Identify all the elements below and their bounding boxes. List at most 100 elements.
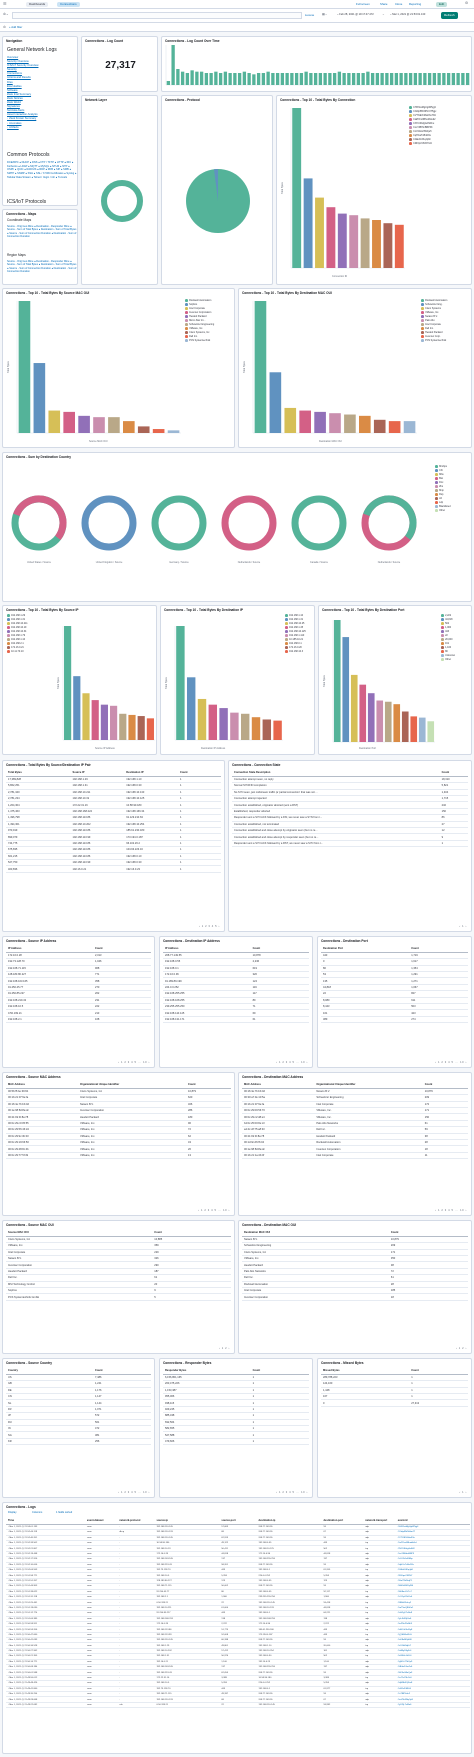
column-header[interactable]: Destination MAC OUI (242, 1230, 389, 1237)
chart-bar[interactable] (197, 698, 207, 740)
chart-bar[interactable] (356, 73, 361, 85)
legend-item[interactable]: CiaPOm0BhndbGdi2 (409, 118, 436, 122)
gear-icon[interactable]: ⚙ (465, 1, 469, 5)
column-header[interactable]: network.transport (363, 1518, 396, 1525)
chart-bar[interactable] (230, 712, 239, 740)
legend-item[interactable]: Blacklisted (435, 505, 451, 509)
chart-bar[interactable] (180, 71, 185, 85)
chart-bar[interactable] (326, 207, 336, 268)
chart-bar[interactable] (64, 626, 72, 740)
column-header[interactable]: source.ip (154, 1518, 220, 1525)
legend-item[interactable]: CNYURsfgGdhWnu (409, 122, 436, 126)
legend-item[interactable]: Blw (435, 477, 451, 481)
chart-bar[interactable] (385, 73, 389, 85)
column-header[interactable]: source.port (219, 1518, 257, 1525)
legend-item[interactable]: Ldp (435, 501, 451, 505)
chart-bar[interactable] (394, 73, 399, 85)
chart-bar[interactable] (93, 417, 105, 433)
legend-item[interactable]: Sophos (185, 303, 214, 307)
log-row[interactable]: › Mar 1, 2021 @ 21:49:22.082 conn ssh 0.50.… (6, 1702, 470, 1709)
chart-bar[interactable] (418, 73, 422, 85)
legend-item[interactable]: 192.168.1.10 (7, 638, 28, 642)
chart-bar[interactable] (427, 721, 435, 742)
legend-item[interactable]: Rockwell Automation (421, 299, 447, 303)
chart-bar[interactable] (110, 705, 118, 740)
chart-bar[interactable] (384, 701, 392, 742)
legend-item[interactable]: Chr (435, 469, 451, 473)
chart-bar[interactable] (294, 73, 299, 85)
legend-item[interactable]: CRtVpzC83NYd4 (409, 142, 436, 146)
legend-item[interactable]: Dell Inc. (185, 335, 214, 339)
nav-link[interactable]: Overview (7, 56, 19, 59)
chart-bar[interactable] (190, 70, 194, 85)
legend-item[interactable]: Intel Corporate (421, 323, 447, 327)
log-row[interactable]: › Mar 1, 2021 @ 21:50:08.184 conn -192.168… (6, 1664, 470, 1671)
legend-item[interactable]: Cisco Systems (421, 307, 447, 311)
log-row[interactable]: › Mar 1, 2021 @ 21:52:19.448 conn -172.16.… (6, 1551, 470, 1558)
legend-item[interactable]: 192.168.10.25 (285, 622, 306, 626)
column-header[interactable]: Country (6, 1368, 93, 1375)
chart-bar[interactable] (185, 73, 190, 85)
column-header[interactable]: IP Address (163, 946, 251, 953)
nav-link[interactable]: Executables (7, 84, 22, 88)
legend-item[interactable]: Intel Corporate (185, 307, 214, 311)
legend-item[interactable]: Netaco B.V. (421, 315, 447, 319)
nav-link[interactable]: Connections (7, 72, 22, 76)
column-header[interactable]: Count (93, 1368, 151, 1375)
chart-bar[interactable] (271, 73, 275, 85)
legend-item[interactable]: Inventec Corp. (421, 335, 447, 339)
chart-bar[interactable] (209, 73, 213, 85)
column-header[interactable]: Count (250, 946, 309, 953)
chart-bar[interactable] (404, 73, 408, 85)
log-row[interactable]: › Mar 1, 2021 @ 21:50:53.206 conn -192.168… (6, 1626, 470, 1633)
legend-item[interactable]: PCS Systemtechnik (421, 339, 447, 343)
coord-map-links[interactable]: Source - Orig Geo Mine ● Destination - R… (7, 225, 77, 239)
legend-item[interactable]: 192.168.1.29 (7, 614, 28, 618)
chart-bar[interactable] (280, 73, 285, 85)
legend-item[interactable]: Cisco Systems, Inc (185, 331, 214, 335)
chart-bar[interactable] (423, 73, 427, 85)
breadcrumb-dashboards[interactable]: Dashboards (26, 2, 49, 7)
legend-item[interactable]: 1,000 (441, 626, 455, 630)
pagination[interactable]: ‹ 1 › (459, 1491, 467, 1494)
chart-bar[interactable] (394, 224, 404, 268)
chart-bar[interactable] (375, 73, 380, 85)
chart-bar[interactable] (410, 716, 418, 742)
chart-bar[interactable] (442, 73, 446, 85)
legend-item[interactable]: 192.168.2.1 (7, 642, 28, 646)
log-row[interactable]: › Mar 1, 2021 @ 21:52:10.006 conn -192.168… (6, 1562, 470, 1569)
chart-bar[interactable] (254, 301, 267, 433)
log-row[interactable]: › Mar 1, 2021 @ 21:51:19.030 conn -192.168… (6, 1605, 470, 1612)
nav-link[interactable]: Security Overview (7, 60, 29, 64)
column-header[interactable]: Responder Bytes (163, 1368, 251, 1375)
chart-bar[interactable] (418, 717, 426, 742)
chart-bar[interactable] (366, 71, 370, 85)
chart-bar[interactable] (208, 704, 218, 740)
nav-link[interactable]: Actions and Results (7, 76, 31, 80)
chart-bar[interactable] (137, 716, 145, 740)
chart-bar[interactable] (413, 73, 418, 85)
chart-bar[interactable] (91, 700, 99, 740)
chart-bar[interactable] (242, 71, 247, 85)
network-layer-slice[interactable] (101, 180, 143, 222)
legend-item[interactable]: CqHCaTxBnD9s (409, 134, 436, 138)
column-header[interactable]: Source MAC OUI (6, 1230, 153, 1237)
legend-item[interactable]: CxoYIBHmBBP3K (409, 126, 436, 130)
chart-bar[interactable] (228, 73, 232, 85)
column-header[interactable]: Count (409, 946, 468, 953)
chart-bar[interactable] (204, 73, 209, 85)
edit-button[interactable]: Edit (436, 2, 448, 7)
log-row[interactable]: › Mar 1, 2021 @ 21:52:04.553 conn -192.73.… (6, 1567, 470, 1574)
protocol-links[interactable]: DCE/RPC ● DHCP ● DNS ● FTP / TFTP ● HTTP… (7, 161, 77, 179)
chart-bar[interactable] (18, 301, 31, 433)
legend-item[interactable]: Dell Inc. (421, 327, 447, 331)
legend-item[interactable]: VMware, Inc. (421, 311, 447, 315)
log-row[interactable]: › Mar 1, 2021 @ 21:50:41.093 conn -192.168… (6, 1637, 470, 1644)
nav-link[interactable]: Zeek Intel Summary (7, 92, 32, 96)
legend-item[interactable]: 502 (441, 622, 455, 626)
chart-bar[interactable] (128, 714, 136, 740)
chart-bar[interactable] (284, 407, 297, 433)
pagination[interactable]: ‹ 1 2 › (456, 1347, 467, 1350)
column-header[interactable]: MAC Address (6, 1082, 78, 1089)
column-header[interactable]: destination.port (321, 1518, 364, 1525)
